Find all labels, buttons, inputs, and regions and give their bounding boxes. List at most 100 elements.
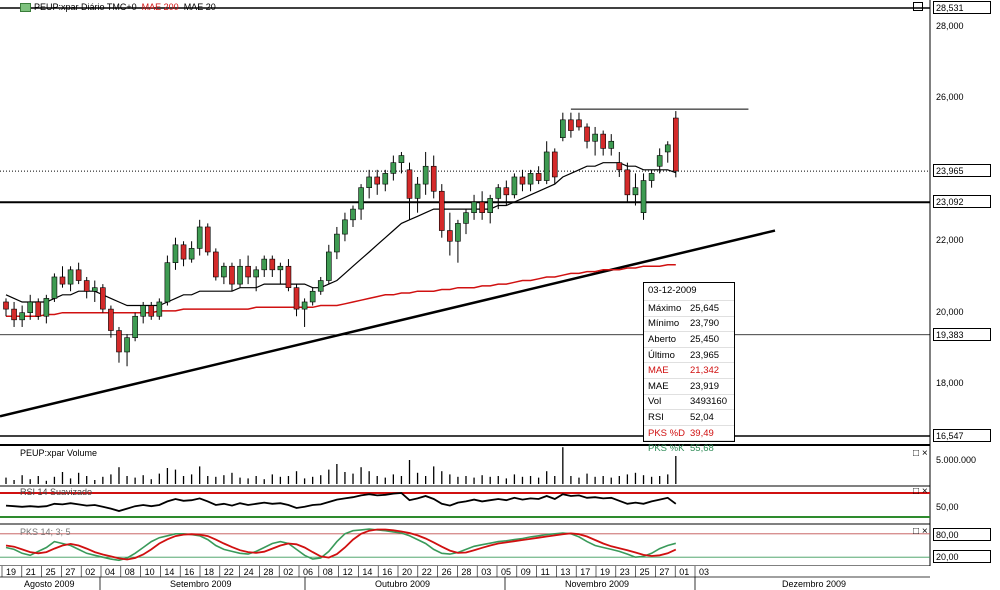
candle-body <box>317 280 324 292</box>
data-window-value: 23,965 <box>690 349 720 361</box>
data-window-value: 3493160 <box>690 396 727 408</box>
series-swatch-icon <box>20 3 31 13</box>
candle-body <box>83 280 90 292</box>
candle-body <box>124 337 130 353</box>
candle-body <box>253 269 259 278</box>
x-day-label: 11 <box>541 567 550 577</box>
data-window-row: Vol 3493160 <box>644 393 734 410</box>
candle <box>640 173 647 220</box>
data-window-key: RSI <box>648 411 664 423</box>
rsi-pane-buttons[interactable]: □ × <box>913 486 928 497</box>
x-day-label: 24 <box>244 567 254 577</box>
data-window-key: PKS %K <box>648 443 685 455</box>
x-day-label: 08 <box>125 567 135 577</box>
candle-body <box>269 258 276 271</box>
x-month-label: Novembro 2009 <box>565 579 629 589</box>
price-pane-title: PEUP:xpar Diário TMC+0 <box>34 2 137 12</box>
price-axis-tick: 18,000 <box>936 378 964 389</box>
x-day-label: 28 <box>263 567 273 577</box>
candle-body <box>75 269 82 281</box>
data-window-row: MAE 21,342 <box>644 362 734 378</box>
candle <box>592 126 598 156</box>
candle <box>3 298 9 317</box>
data-window-value: 52,04 <box>690 411 714 423</box>
candle <box>221 262 227 285</box>
x-day-label: 14 <box>164 567 174 577</box>
data-window-value: 25,450 <box>690 333 720 345</box>
mae200-legend: MAE 200 <box>141 2 179 12</box>
candle <box>422 151 429 195</box>
candle-body <box>334 233 340 253</box>
price-pane-maximize-button[interactable] <box>913 2 926 12</box>
candle-body <box>172 244 179 263</box>
candle-body <box>568 119 574 131</box>
candle-body <box>648 173 655 181</box>
candle <box>350 205 356 227</box>
candle <box>253 266 259 292</box>
x-day-label: 17 <box>580 567 590 577</box>
candle-body <box>592 133 598 142</box>
candle-body <box>535 173 542 181</box>
x-day-label: 20 <box>402 567 412 577</box>
x-day-label: 25 <box>640 567 650 577</box>
candle-body <box>438 190 445 231</box>
data-window-value: 39,49 <box>690 427 714 439</box>
candle <box>664 141 671 163</box>
candle <box>382 169 389 192</box>
candle <box>560 112 566 142</box>
candle-body <box>511 176 518 196</box>
candle-body <box>180 244 187 260</box>
x-day-label: 01 <box>679 567 689 577</box>
price-axis-marker: 23,965 <box>933 164 991 178</box>
candle-body <box>301 301 308 310</box>
candle <box>213 248 219 281</box>
data-window-value: 21,342 <box>690 365 720 377</box>
candle <box>358 184 364 220</box>
x-day-label: 08 <box>323 567 333 577</box>
volume-pane-title: PEUP:xpar Volume <box>20 448 98 458</box>
x-day-label: 16 <box>184 567 194 577</box>
candle-body <box>358 187 364 210</box>
candle <box>334 226 340 260</box>
candle <box>656 148 663 174</box>
candle <box>463 209 469 235</box>
candle <box>616 151 623 177</box>
pks-pane-buttons[interactable]: □ × <box>913 526 928 537</box>
candle-body <box>495 187 502 199</box>
data-window-key: Mínimo <box>648 318 680 330</box>
candle-body <box>277 265 284 271</box>
x-day-label: 03 <box>699 567 709 577</box>
candle-body <box>204 226 211 253</box>
candle-body <box>455 223 461 242</box>
volume-pane-buttons[interactable]: □ × <box>913 448 928 459</box>
candle <box>59 266 66 288</box>
candle <box>487 194 494 224</box>
x-day-label: 12 <box>343 567 353 577</box>
x-day-label: 13 <box>560 567 570 577</box>
x-day-label: 02 <box>85 567 95 577</box>
data-window-key: MAE <box>648 365 669 377</box>
mae20-legend: MAE 20 <box>183 2 216 12</box>
candle-body <box>350 208 356 221</box>
candle-body <box>479 201 485 213</box>
candle <box>576 112 582 131</box>
price-pane-legend[interactable]: PEUP:xpar Diário TMC+0 MAE 200 MAE 20 <box>20 2 216 13</box>
candle-body <box>148 305 155 317</box>
candle <box>229 262 235 292</box>
candle <box>447 212 453 256</box>
candle-body <box>309 290 316 303</box>
data-window-row: PKS %D 39,49 <box>644 424 734 441</box>
candle <box>196 219 203 256</box>
candle-body <box>27 301 34 313</box>
candle-body <box>221 265 227 278</box>
mae20-line <box>5 162 677 307</box>
x-day-label: 14 <box>362 567 372 577</box>
candle <box>285 259 292 292</box>
candle <box>673 111 679 178</box>
price-axis-tick: 26,000 <box>936 92 964 103</box>
data-window-row: Último 23,965 <box>644 346 734 363</box>
candle <box>414 176 421 213</box>
x-day-label: 23 <box>620 567 630 577</box>
candle <box>108 305 114 338</box>
price-axis-marker: 19,383 <box>933 327 991 341</box>
